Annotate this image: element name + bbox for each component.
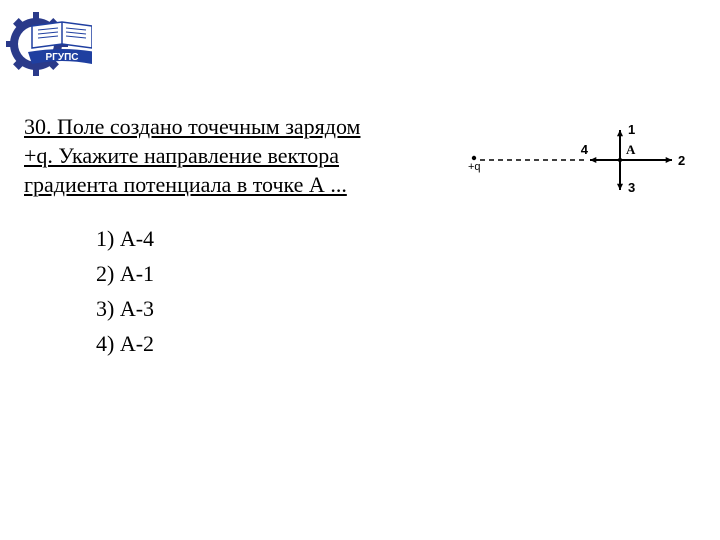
option-4: 4) А-2 (96, 327, 154, 360)
question-number: 30. (24, 114, 52, 139)
option-2: 2) А-1 (96, 257, 154, 290)
svg-text:А: А (626, 142, 636, 157)
option-3: 3) А-3 (96, 292, 154, 325)
question-line-2: +q. Укажите направление вектора (24, 143, 339, 168)
question-text: 30. Поле создано точечным зарядом +q. Ук… (24, 112, 434, 199)
physics-diagram: +q А 1 2 3 4 (460, 120, 690, 200)
option-1: 1) А-4 (96, 222, 154, 255)
institution-logo: РГУПС (6, 8, 92, 76)
svg-text:+q: +q (468, 161, 481, 173)
svg-text:2: 2 (678, 153, 685, 168)
svg-text:3: 3 (628, 180, 635, 195)
svg-text:1: 1 (628, 122, 635, 137)
svg-text:4: 4 (581, 142, 589, 157)
logo-text: РГУПС (46, 52, 79, 63)
question-line-1: Поле создано точечным зарядом (57, 114, 360, 139)
question-line-3: градиента потенциала в точке А ... (24, 172, 347, 197)
answer-options: 1) А-4 2) А-1 3) А-3 4) А-2 (96, 222, 154, 362)
